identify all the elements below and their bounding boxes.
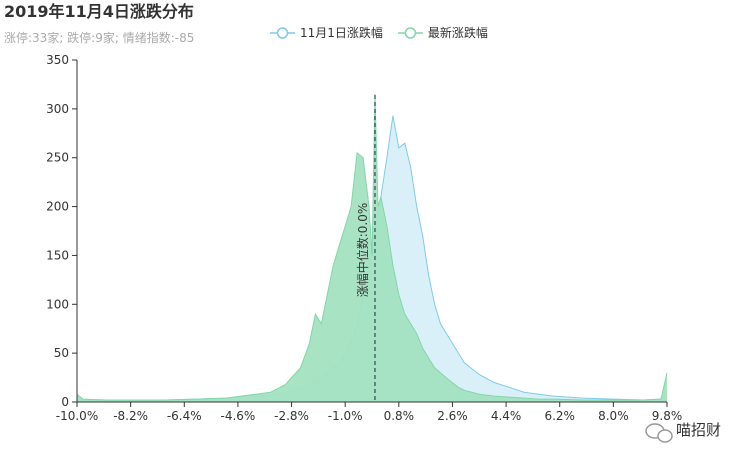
y-tick-label: 50 xyxy=(54,346,69,360)
watermark: 喵招财 xyxy=(676,421,721,439)
x-tick-label: 6.2% xyxy=(544,409,575,423)
area xyxy=(77,94,667,402)
legend-label: 11月1日涨跌幅 xyxy=(300,25,383,40)
watermark-icon xyxy=(645,423,673,443)
legend-item: 最新涨跌幅 xyxy=(397,25,488,40)
x-tick-label: 0.8% xyxy=(384,409,415,423)
x-tick-label: -2.8% xyxy=(274,409,309,423)
x-tick-label: 2.6% xyxy=(437,409,468,423)
x-tick-label: 9.8% xyxy=(652,409,683,423)
y-tick-label: 300 xyxy=(46,102,69,116)
x-tick-label: -6.4% xyxy=(167,409,202,423)
legend-marker xyxy=(276,27,289,39)
chart-title: 2019年11月4日涨跌分布 xyxy=(4,2,194,21)
chart-subtitle: 涨停:33家; 跌停:9家; 情绪指数:-85 xyxy=(4,30,194,45)
legend-label: 最新涨跌幅 xyxy=(428,25,488,40)
y-tick-label: 200 xyxy=(46,200,69,214)
x-tick-label: -10.0% xyxy=(56,409,98,423)
y-tick-label: 100 xyxy=(46,297,69,311)
x-tick-label: -4.6% xyxy=(220,409,255,423)
line xyxy=(76,94,668,401)
legend-marker xyxy=(404,27,417,39)
y-tick-label: 250 xyxy=(46,151,69,165)
median-label: 涨幅中位数:0.0% xyxy=(355,203,370,298)
y-tick-label: 350 xyxy=(46,53,69,67)
y-tick-label: 150 xyxy=(46,248,69,262)
legend-item: 11月1日涨跌幅 xyxy=(270,25,383,40)
legend: 11月1日涨跌幅 最新涨跌幅 xyxy=(270,25,488,40)
x-tick-label: -1.0% xyxy=(328,409,363,423)
x-tick-label: 4.4% xyxy=(491,409,522,423)
y-tick-label: 0 xyxy=(61,395,69,409)
x-tick-label: -8.2% xyxy=(113,409,148,423)
x-tick-label: 8.0% xyxy=(598,409,629,423)
